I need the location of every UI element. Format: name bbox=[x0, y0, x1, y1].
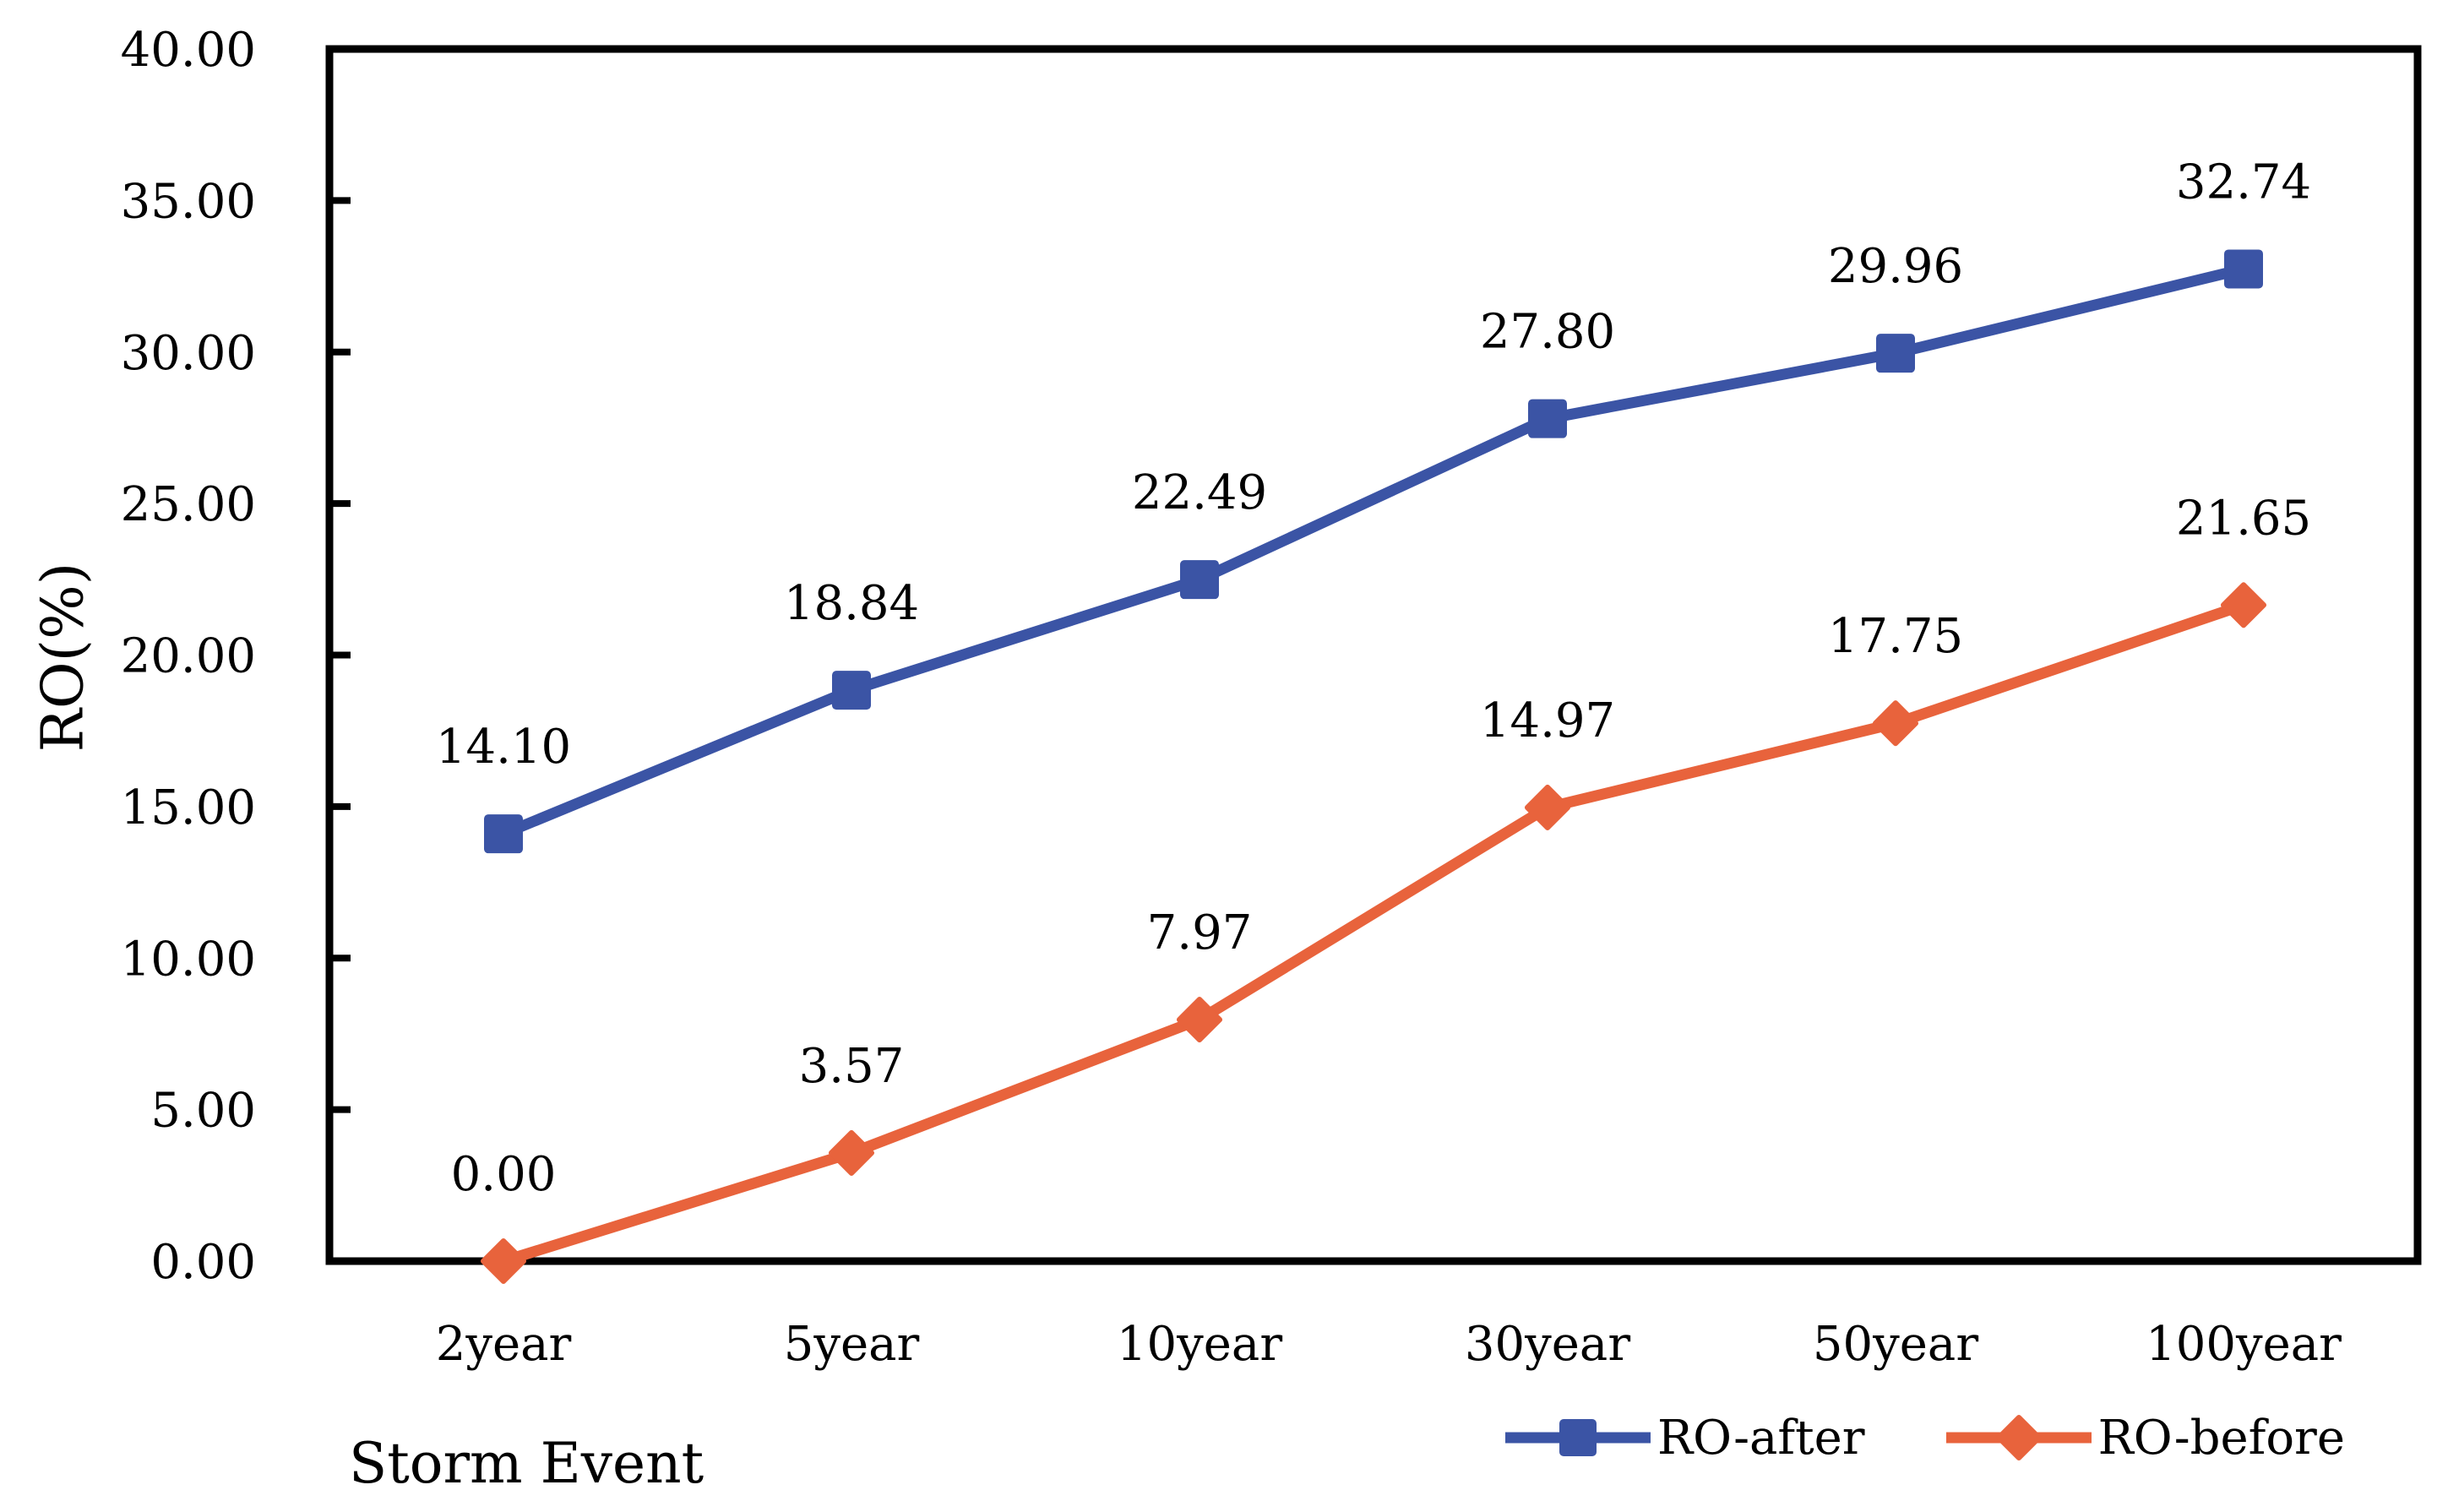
marker-square-ro-after bbox=[2224, 249, 2263, 289]
data-label: 21.65 bbox=[2176, 491, 2311, 546]
marker-diamond-ro-before bbox=[828, 1129, 875, 1176]
legend-item-ro-before: RO-before bbox=[1945, 1409, 2345, 1466]
data-label: 3.57 bbox=[799, 1039, 905, 1094]
series-line-ro-before bbox=[502, 600, 2246, 1267]
y-tick-label: 35.00 bbox=[121, 174, 256, 229]
marker-square-ro-after bbox=[832, 671, 871, 710]
marker-diamond-ro-before bbox=[480, 1237, 527, 1285]
data-label: 14.10 bbox=[436, 720, 571, 775]
data-label: 22.49 bbox=[1132, 465, 1267, 520]
marker-diamond-ro-before bbox=[1872, 700, 1919, 747]
legend-square-marker-icon bbox=[1505, 1419, 1651, 1456]
y-tick-label: 0.00 bbox=[150, 1235, 256, 1290]
series-line-ro-after bbox=[501, 264, 2245, 840]
marker-diamond-ro-before bbox=[1176, 997, 1223, 1043]
marker-square-ro-after bbox=[1528, 399, 1567, 438]
x-tick-label: 10year bbox=[1117, 1317, 1282, 1372]
y-tick-label: 40.00 bbox=[121, 23, 256, 78]
y-axis-title: RO(%) bbox=[30, 562, 97, 753]
x-tick-label: 50year bbox=[1813, 1317, 1978, 1372]
legend-label-ro-after: RO-after bbox=[1657, 1410, 1865, 1466]
x-axis-title: Storm Event bbox=[349, 1431, 704, 1496]
data-label: 27.80 bbox=[1480, 305, 1615, 360]
marker-square-ro-after bbox=[1180, 560, 1219, 600]
data-label: 7.97 bbox=[1147, 906, 1253, 960]
data-label: 29.96 bbox=[1828, 239, 1963, 294]
x-tick-label: 5year bbox=[784, 1317, 920, 1372]
y-tick-label: 20.00 bbox=[121, 629, 256, 684]
marker-square-ro-after bbox=[1876, 334, 1915, 373]
data-label: 14.97 bbox=[1480, 693, 1615, 748]
marker-diamond-ro-before bbox=[1524, 784, 1571, 830]
x-tick-label: 100year bbox=[2146, 1317, 2342, 1372]
y-tick-label: 30.00 bbox=[121, 326, 256, 381]
data-label: 0.00 bbox=[451, 1147, 557, 1202]
legend-label-ro-before: RO-before bbox=[2097, 1410, 2345, 1466]
y-tick-label: 25.00 bbox=[121, 477, 256, 532]
x-tick-label: 30year bbox=[1465, 1317, 1630, 1372]
legend: RO-after RO-before bbox=[1505, 1404, 2345, 1471]
x-tick-label: 2year bbox=[436, 1317, 572, 1372]
y-tick-label: 15.00 bbox=[121, 780, 256, 835]
y-tick-label: 5.00 bbox=[150, 1084, 256, 1139]
data-label: 18.84 bbox=[784, 576, 919, 631]
legend-item-ro-after: RO-after bbox=[1505, 1409, 1865, 1466]
data-label: 32.74 bbox=[2176, 155, 2311, 209]
data-label: 17.75 bbox=[1828, 609, 1963, 664]
y-tick-label: 10.00 bbox=[121, 932, 256, 987]
marker-square-ro-after bbox=[484, 814, 523, 854]
marker-diamond-ro-before bbox=[2220, 582, 2267, 628]
legend-diamond-marker-icon bbox=[1945, 1414, 2092, 1461]
